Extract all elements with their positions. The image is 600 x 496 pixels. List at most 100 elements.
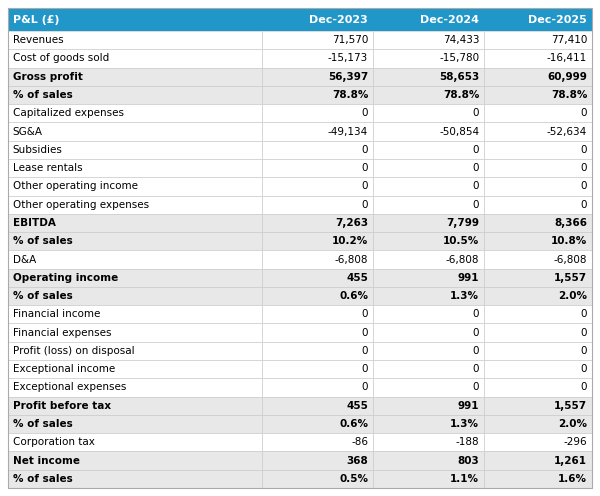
Text: Financial expenses: Financial expenses: [13, 328, 112, 338]
Text: 0: 0: [581, 364, 587, 374]
Text: 0: 0: [473, 145, 479, 155]
Text: 56,397: 56,397: [328, 72, 368, 82]
Text: EBITDA: EBITDA: [13, 218, 56, 228]
Bar: [484, 177, 592, 195]
Bar: [262, 123, 373, 141]
Bar: [373, 433, 484, 451]
Bar: [484, 232, 592, 250]
Bar: [8, 451, 262, 470]
Bar: [373, 195, 484, 214]
Text: Profit before tax: Profit before tax: [13, 401, 111, 411]
Text: Financial income: Financial income: [13, 310, 100, 319]
Text: % of sales: % of sales: [13, 474, 73, 484]
Text: Subsidies: Subsidies: [13, 145, 62, 155]
Text: Other operating expenses: Other operating expenses: [13, 200, 149, 210]
Text: 78.8%: 78.8%: [332, 90, 368, 100]
Text: 0: 0: [362, 200, 368, 210]
Bar: [262, 269, 373, 287]
Text: Revenues: Revenues: [13, 35, 64, 45]
Bar: [484, 397, 592, 415]
Text: Corporation tax: Corporation tax: [13, 437, 95, 447]
Bar: [262, 8, 373, 31]
Text: 0: 0: [581, 346, 587, 356]
Text: 1.1%: 1.1%: [450, 474, 479, 484]
Bar: [262, 159, 373, 177]
Bar: [262, 323, 373, 342]
Bar: [373, 159, 484, 177]
Text: 0: 0: [581, 200, 587, 210]
Text: 1.3%: 1.3%: [450, 419, 479, 429]
Bar: [373, 86, 484, 104]
Text: SG&A: SG&A: [13, 126, 43, 136]
Bar: [373, 31, 484, 49]
Bar: [262, 305, 373, 323]
Text: 0: 0: [581, 163, 587, 173]
Bar: [373, 8, 484, 31]
Text: 991: 991: [458, 273, 479, 283]
Bar: [8, 415, 262, 433]
Text: Other operating income: Other operating income: [13, 182, 138, 191]
Text: 455: 455: [346, 401, 368, 411]
Text: 0.6%: 0.6%: [339, 419, 368, 429]
Text: 58,653: 58,653: [439, 72, 479, 82]
Text: Dec-2024: Dec-2024: [420, 14, 479, 24]
Bar: [373, 287, 484, 305]
Bar: [373, 269, 484, 287]
Text: 1,557: 1,557: [554, 273, 587, 283]
Bar: [8, 232, 262, 250]
Text: 78.8%: 78.8%: [551, 90, 587, 100]
Bar: [8, 342, 262, 360]
Text: -6,808: -6,808: [554, 254, 587, 264]
Text: Exceptional income: Exceptional income: [13, 364, 115, 374]
Text: 8,366: 8,366: [554, 218, 587, 228]
Text: 0: 0: [581, 145, 587, 155]
Bar: [373, 250, 484, 269]
Bar: [8, 470, 262, 488]
Bar: [262, 86, 373, 104]
Bar: [484, 49, 592, 67]
Bar: [262, 451, 373, 470]
Bar: [8, 49, 262, 67]
Bar: [262, 360, 373, 378]
Bar: [484, 123, 592, 141]
Text: 0: 0: [362, 346, 368, 356]
Text: Operating income: Operating income: [13, 273, 118, 283]
Bar: [373, 360, 484, 378]
Bar: [8, 360, 262, 378]
Text: 7,799: 7,799: [446, 218, 479, 228]
Text: Capitalized expenses: Capitalized expenses: [13, 108, 124, 118]
Text: % of sales: % of sales: [13, 291, 73, 301]
Bar: [373, 415, 484, 433]
Bar: [8, 141, 262, 159]
Bar: [373, 305, 484, 323]
Bar: [262, 177, 373, 195]
Text: 0: 0: [473, 163, 479, 173]
Text: 0: 0: [362, 182, 368, 191]
Text: 0: 0: [362, 310, 368, 319]
Bar: [262, 232, 373, 250]
Bar: [484, 214, 592, 232]
Text: 0: 0: [581, 328, 587, 338]
Text: 0: 0: [473, 346, 479, 356]
Bar: [373, 451, 484, 470]
Bar: [262, 31, 373, 49]
Text: 0: 0: [473, 364, 479, 374]
Text: D&A: D&A: [13, 254, 36, 264]
Bar: [484, 195, 592, 214]
Text: 991: 991: [458, 401, 479, 411]
Text: Profit (loss) on disposal: Profit (loss) on disposal: [13, 346, 134, 356]
Bar: [262, 287, 373, 305]
Text: 0: 0: [362, 364, 368, 374]
Bar: [262, 104, 373, 123]
Text: % of sales: % of sales: [13, 90, 73, 100]
Bar: [8, 433, 262, 451]
Bar: [8, 250, 262, 269]
Text: 0: 0: [581, 382, 587, 392]
Bar: [484, 104, 592, 123]
Text: -86: -86: [351, 437, 368, 447]
Bar: [262, 250, 373, 269]
Text: 0: 0: [362, 145, 368, 155]
Text: P&L (£): P&L (£): [13, 14, 59, 24]
Bar: [373, 323, 484, 342]
Text: 0: 0: [581, 108, 587, 118]
